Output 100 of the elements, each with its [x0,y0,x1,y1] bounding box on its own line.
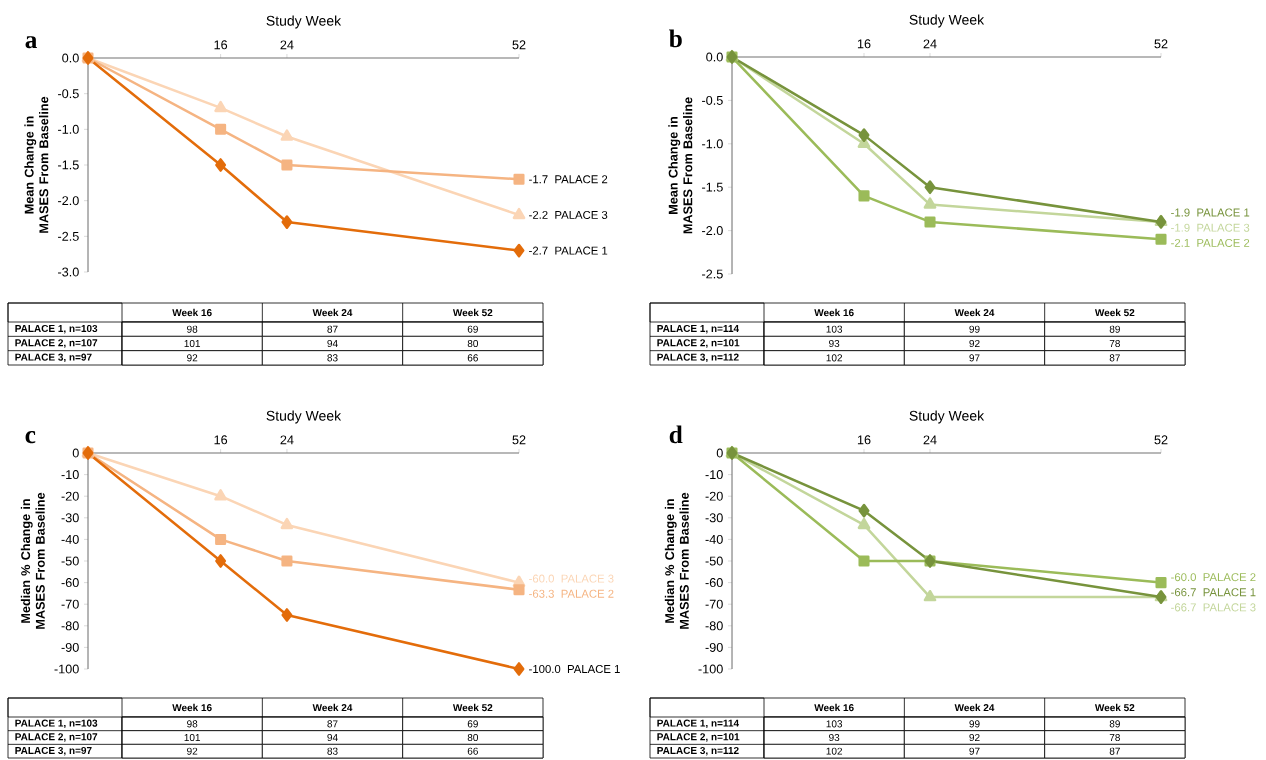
data-label: -1.9 [1171,223,1190,232]
data-label: 66 [467,354,478,362]
data-label: 93 [829,734,840,742]
x-axis-title: Study Week [909,410,985,424]
data-label: 92 [187,354,198,362]
x-tick-label: Week 24 [312,703,353,712]
x-tick-label: Week 24 [312,308,353,317]
data-label: -63.3 [529,589,554,598]
data-label: 89 [1109,325,1120,333]
text: PALACE 2 [555,175,608,184]
data-label: 83 [327,354,338,362]
y-tick-label: -2.0 [58,196,79,206]
y-axis-title: Mean Change in MASES From Baseline [668,97,693,234]
x-tick-label: Week 24 [954,703,995,712]
text: PALACE 2 [1197,238,1250,247]
data-label: 80 [467,734,478,742]
data-label: 94 [327,734,338,742]
y-tick-label: -50 [61,556,79,566]
y-tick-label: -2.5 [702,269,723,279]
text: PALACE 1 [1203,588,1256,597]
y-tick-label: -40 [61,534,79,544]
x-axis-title: Study Week [266,410,342,424]
data-label: -60.0 [1171,573,1196,582]
y-axis-title: Median % Change in MASES From Baseline [20,492,45,629]
y-tick-label: -80 [61,621,79,631]
y-tick-label: PALACE 2, n=107 [15,339,98,348]
y-tick-label: PALACE 3, n=97 [15,353,92,363]
y-tick-label: -1.5 [702,182,723,192]
data-label: 94 [327,340,338,348]
data-label: -66.7 [1171,588,1196,597]
y-tick-label: PALACE 2, n=101 [657,733,740,742]
y-tick-label: -1.5 [58,160,79,170]
x-tick-label: Week 24 [954,308,995,317]
x-tick-label: 52 [512,435,526,445]
data-label: -2.7 [529,246,548,255]
x-tick-label: Week 52 [1094,703,1135,712]
y-tick-label: -30 [61,513,79,523]
data-label: 87 [327,325,338,333]
data-label: 101 [184,340,201,348]
data-label: -1.7 [529,175,548,184]
x-tick-label: Week 16 [814,308,854,317]
data-label: 92 [187,747,198,755]
x-tick-label: 16 [214,435,228,445]
text: PALACE 3 [1197,223,1250,232]
data-label: 69 [467,720,478,728]
data-label: 66 [467,747,478,755]
x-tick-label: 52 [1154,39,1168,49]
y-tick-label: PALACE 3, n=97 [15,746,92,756]
x-tick-label: 24 [280,435,294,445]
x-tick-label: 24 [923,435,937,445]
data-label: -1.9 [1171,208,1190,217]
y-tick-label: 0 [72,448,79,458]
y-tick-label: -90 [61,642,79,652]
data-label: 98 [187,720,198,728]
y-tick-label: 0.0 [706,52,723,62]
data-label: 98 [187,325,198,333]
x-tick-label: 24 [280,40,294,50]
y-tick-label: PALACE 3, n=112 [657,353,739,363]
text: PALACE 2 [1203,573,1256,582]
data-label: 103 [826,325,843,333]
text: PALACE 3 [555,211,608,219]
x-tick-label: Week 52 [1094,308,1135,317]
y-tick-label: PALACE 2, n=107 [15,733,98,742]
y-tick-label: -80 [705,621,723,631]
data-label: 103 [826,720,843,728]
x-axis-title: Study Week [909,14,985,28]
data-label: 83 [327,747,338,755]
y-tick-label: PALACE 1, n=103 [15,719,98,729]
y-tick-label: -50 [705,556,723,566]
data-label: 87 [327,720,338,728]
data-label: 92 [969,734,980,742]
data-label: 87 [1109,747,1120,755]
text: PALACE 1 [555,246,608,255]
y-tick-label: -20 [705,491,723,501]
data-label: 102 [826,747,843,755]
data-label: 87 [1109,354,1120,362]
data-label: 97 [969,354,980,362]
x-axis-title: Study Week [266,15,342,29]
x-tick-label: 16 [214,40,228,50]
data-label: -100.0 [529,665,561,674]
x-tick-label: 24 [923,39,937,49]
y-tick-label: -100 [54,664,79,674]
y-tick-label: -1.0 [58,124,79,134]
x-tick-label: Week 16 [172,308,212,317]
text: PALACE 3 [561,574,614,583]
y-tick-label: -90 [705,642,723,652]
data-label: 80 [467,340,478,348]
x-tick-label: Week 16 [814,703,854,712]
data-label: 89 [1109,720,1120,728]
data-label: -2.1 [1171,238,1190,247]
data-label: 99 [969,720,980,728]
y-tick-label: -20 [61,491,79,501]
x-tick-label: 16 [857,39,871,49]
chart-title: b [669,29,682,48]
y-tick-label: PALACE 3, n=112 [657,746,739,756]
data-label: 99 [969,325,980,333]
y-tick-label: -2.0 [702,226,723,236]
x-tick-label: Week 52 [452,308,493,317]
y-tick-label: -70 [61,599,79,609]
y-tick-label: 0 [716,448,723,458]
